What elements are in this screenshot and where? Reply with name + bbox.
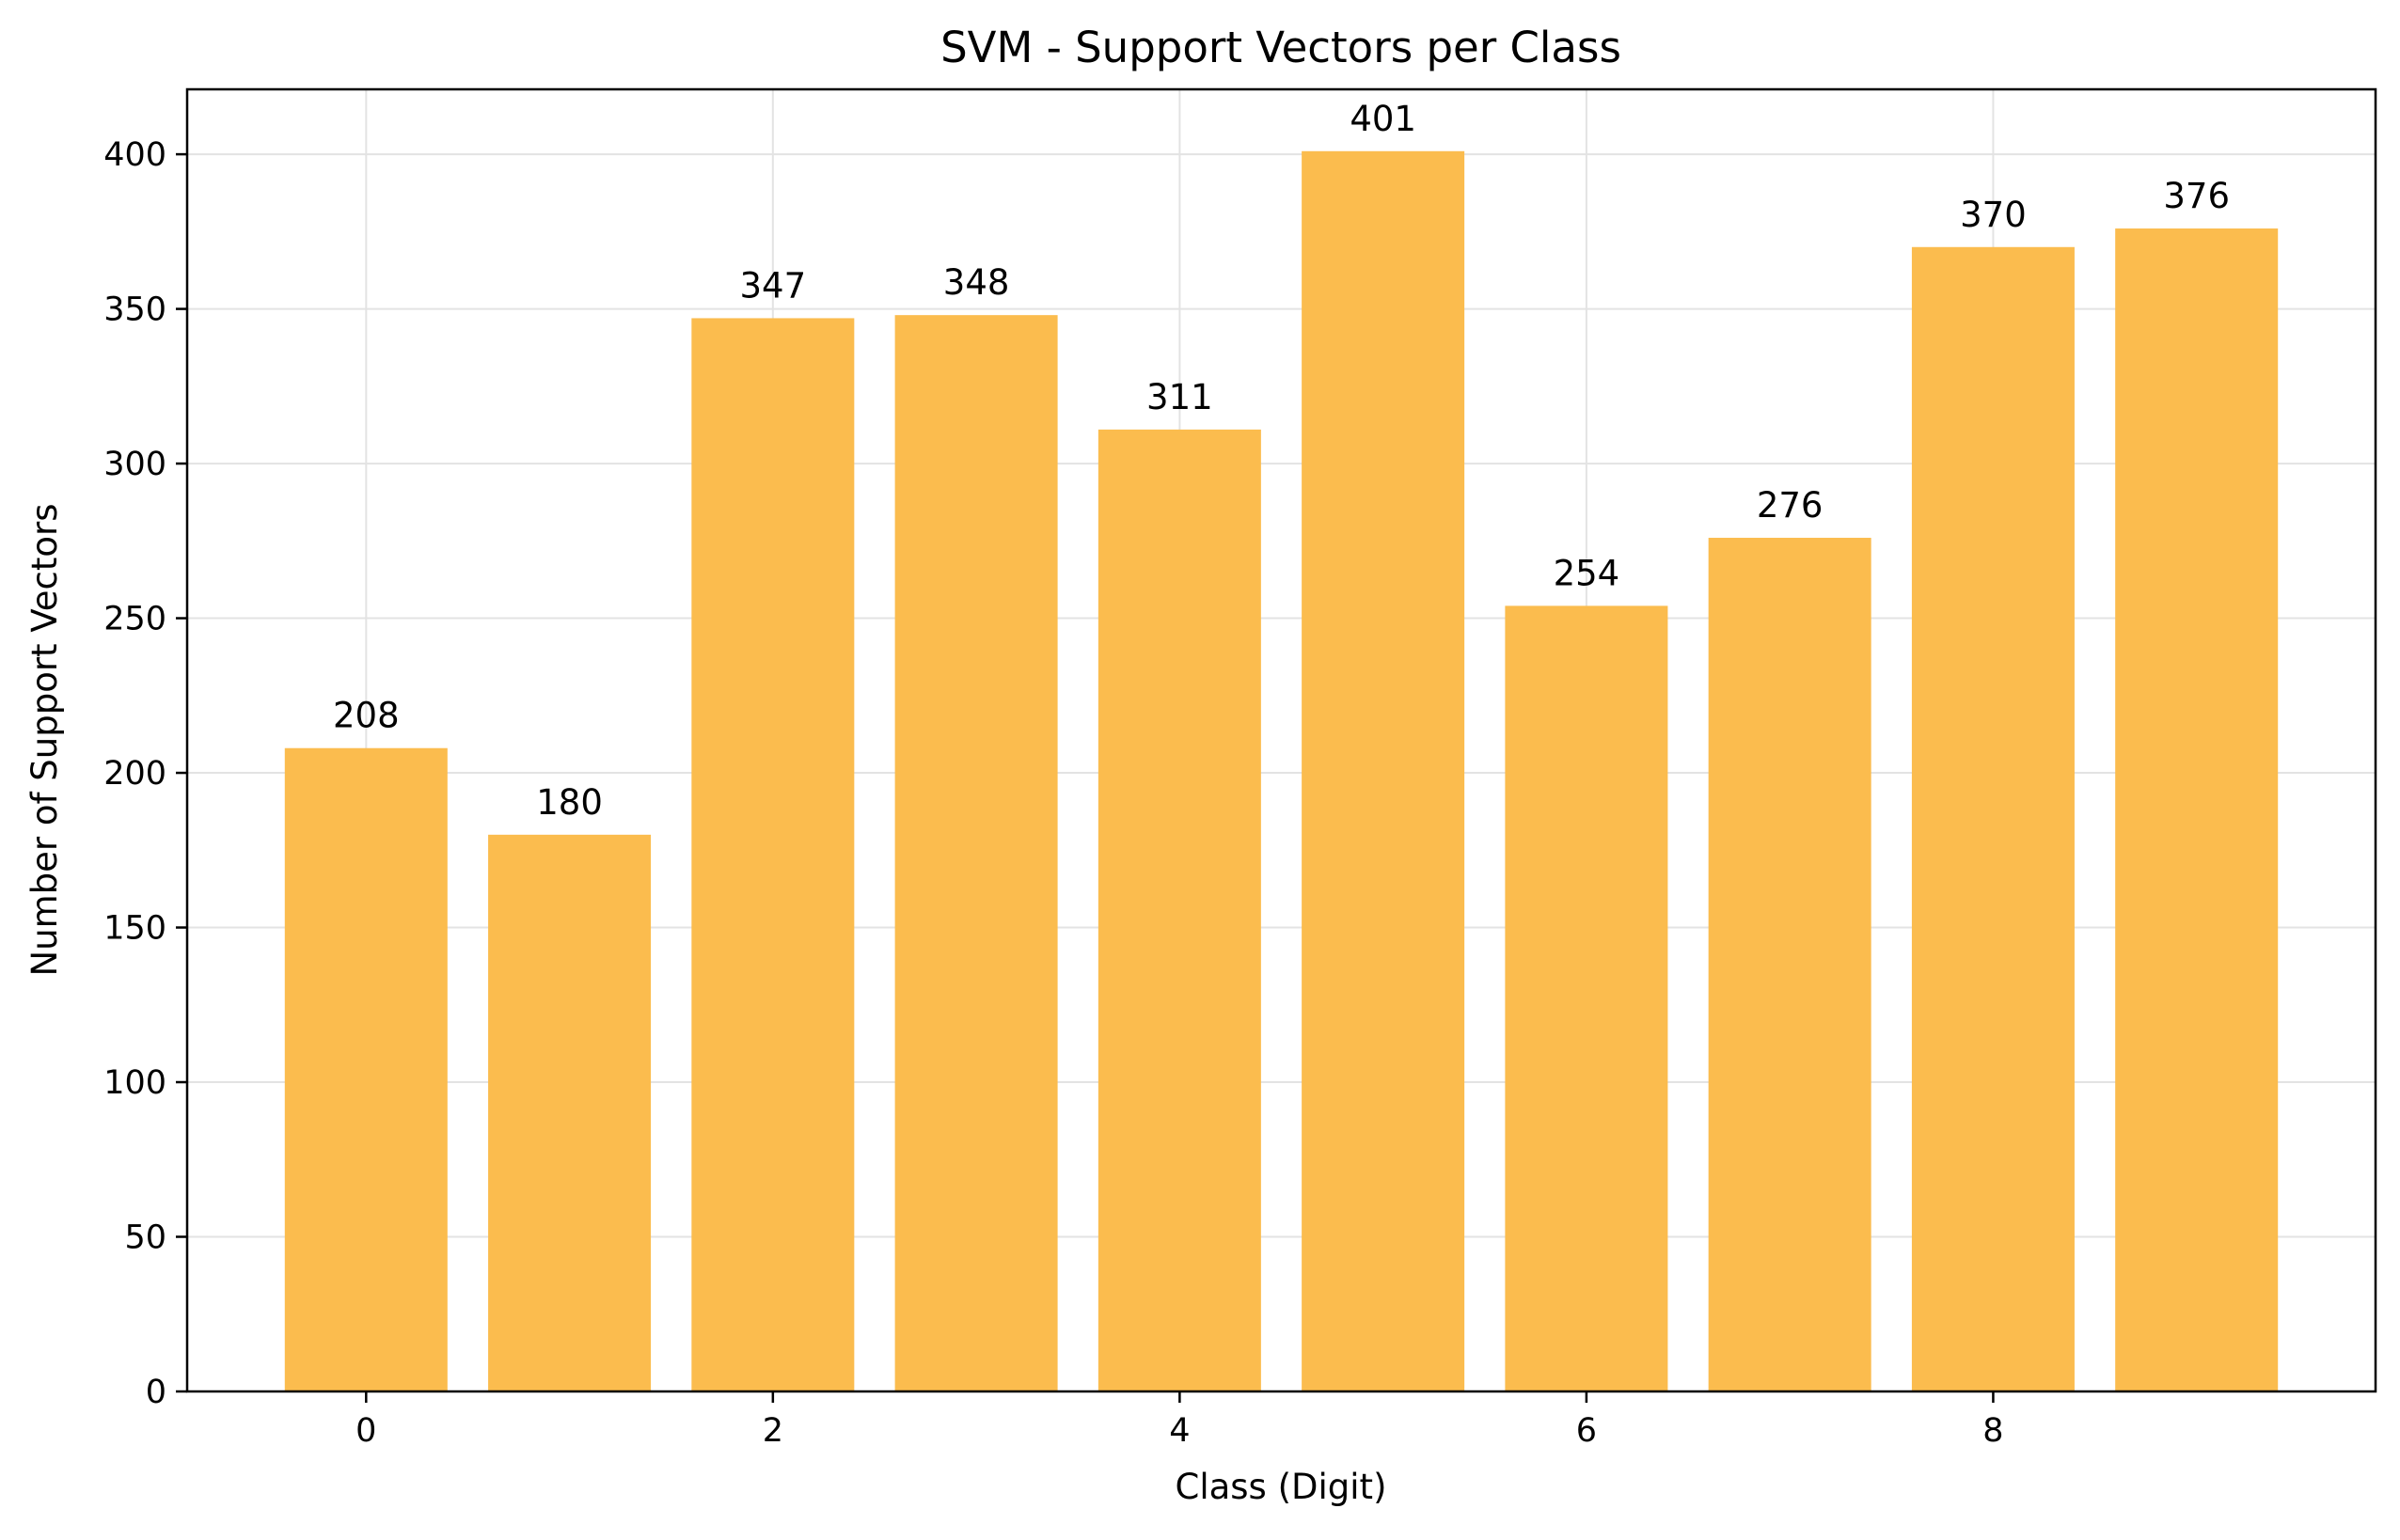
data-label-class-7: 276 xyxy=(1757,485,1824,526)
y-axis-label: Number of Support Vectors xyxy=(24,503,65,976)
x-axis-label: Class (Digit) xyxy=(1175,1467,1386,1507)
y-tick-label: 0 xyxy=(146,1374,166,1411)
chart-title: SVM - Support Vectors per Class xyxy=(940,23,1621,72)
y-tick-label: 150 xyxy=(103,910,166,948)
x-tick-label: 0 xyxy=(355,1412,376,1450)
x-tick-label: 8 xyxy=(1982,1412,2003,1450)
data-label-class-0: 208 xyxy=(333,696,400,736)
data-label-class-1: 180 xyxy=(536,782,603,823)
data-label-class-9: 376 xyxy=(2163,176,2230,216)
x-tick-label: 6 xyxy=(1576,1412,1597,1450)
bar-class-7 xyxy=(1708,538,1871,1391)
x-tick-label: 4 xyxy=(1169,1412,1190,1450)
x-axis-ticks: 0 2 4 6 8 xyxy=(355,1391,2004,1450)
data-labels: 208 180 347 348 311 401 254 276 370 376 xyxy=(333,99,2230,823)
y-axis-ticks: 0 50 100 150 200 250 300 350 400 xyxy=(103,136,187,1411)
data-label-class-4: 311 xyxy=(1146,377,1213,417)
bars xyxy=(284,150,2279,1392)
y-tick-label: 400 xyxy=(103,136,166,174)
bar-class-1 xyxy=(488,834,652,1391)
plot-frame xyxy=(185,87,2377,1393)
x-tick-label: 2 xyxy=(763,1412,783,1450)
data-label-class-2: 347 xyxy=(740,265,807,306)
data-label-class-5: 401 xyxy=(1350,99,1416,139)
bar-class-9 xyxy=(2115,228,2279,1391)
y-tick-label: 50 xyxy=(124,1219,166,1257)
y-tick-label: 200 xyxy=(103,755,166,793)
bar-class-2 xyxy=(691,318,855,1391)
y-tick-label: 350 xyxy=(103,291,166,329)
bar-class-8 xyxy=(1911,246,2075,1392)
bar-class-5 xyxy=(1302,150,1465,1391)
data-label-class-6: 254 xyxy=(1554,553,1620,593)
y-tick-label: 100 xyxy=(103,1064,166,1102)
bar-class-6 xyxy=(1505,605,1668,1391)
data-label-class-3: 348 xyxy=(943,262,1010,303)
bar-class-3 xyxy=(894,315,1058,1391)
data-label-class-8: 370 xyxy=(1960,195,2027,235)
y-tick-label: 250 xyxy=(103,601,166,638)
bar-class-4 xyxy=(1097,429,1261,1392)
bar-class-0 xyxy=(284,747,448,1391)
y-tick-label: 300 xyxy=(103,446,166,483)
